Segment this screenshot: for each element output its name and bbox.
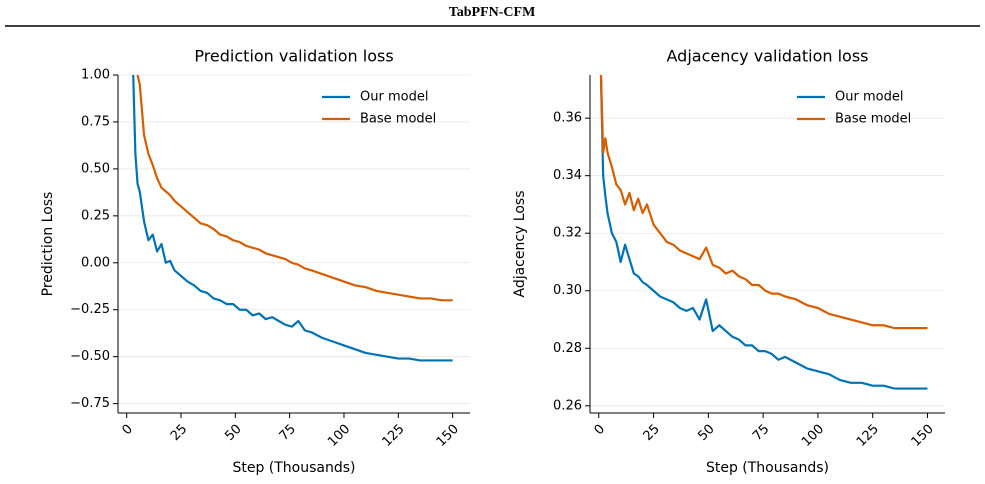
x-axis-label: Step (Thousands) (232, 460, 355, 476)
y-tick-label: 0.32 (553, 226, 582, 241)
x-tick-label: 150 (434, 422, 462, 450)
x-tick-label: 100 (799, 422, 827, 450)
y-tick-label: 0.28 (553, 341, 582, 356)
y-tick-label: 1.00 (81, 68, 110, 83)
y-axis-label: Adjacency Loss (512, 190, 528, 297)
x-axis-label: Step (Thousands) (706, 460, 829, 476)
x-tick-label: 25 (168, 422, 190, 444)
x-tick-label: 50 (222, 422, 244, 444)
x-tick-label: 50 (695, 422, 717, 444)
chart: Prediction validation loss −0.75 −0.50 −0.2… (40, 47, 470, 476)
legend-label: Our model (360, 90, 428, 105)
y-tick-label: 0.75 (81, 114, 110, 129)
x-tick-label: 100 (325, 422, 353, 450)
y-tick-label: 0.26 (553, 398, 582, 413)
legend-label: Base model (360, 112, 436, 127)
x-tick-label: 0 (120, 422, 136, 438)
series-line (599, 75, 928, 330)
y-tick-label: 0.25 (81, 208, 110, 223)
chart-title: Adjacency validation loss (667, 47, 869, 66)
legend-label: Our model (835, 90, 903, 105)
series-line (136, 75, 453, 302)
y-tick-label: −0.50 (70, 349, 110, 364)
series-line (132, 75, 453, 362)
x-tick-label: 0 (592, 422, 608, 438)
y-tick-label: −0.25 (70, 302, 110, 317)
chart-title: Prediction validation loss (194, 47, 393, 66)
header-title: TabPFN-CFM (449, 5, 536, 20)
x-tick-label: 25 (641, 422, 663, 444)
y-axis-label: Prediction Loss (40, 192, 56, 297)
y-tick-label: −0.75 (70, 396, 110, 411)
y-tick-label: 0.30 (553, 283, 582, 298)
x-tick-label: 75 (750, 422, 772, 444)
legend-label: Base model (835, 112, 911, 127)
y-tick-label: 0.50 (81, 161, 110, 176)
x-tick-label: 125 (379, 422, 407, 450)
x-tick-label: 150 (909, 422, 937, 450)
y-tick-label: 0.34 (553, 168, 582, 183)
series-line (599, 75, 928, 390)
x-tick-label: 125 (854, 422, 882, 450)
x-tick-label: 75 (277, 422, 299, 444)
y-tick-label: 0.00 (81, 255, 110, 270)
y-tick-label: 0.36 (553, 111, 582, 126)
chart: Adjacency validation loss 0.26 0.28 0.30 0.3… (512, 47, 945, 476)
